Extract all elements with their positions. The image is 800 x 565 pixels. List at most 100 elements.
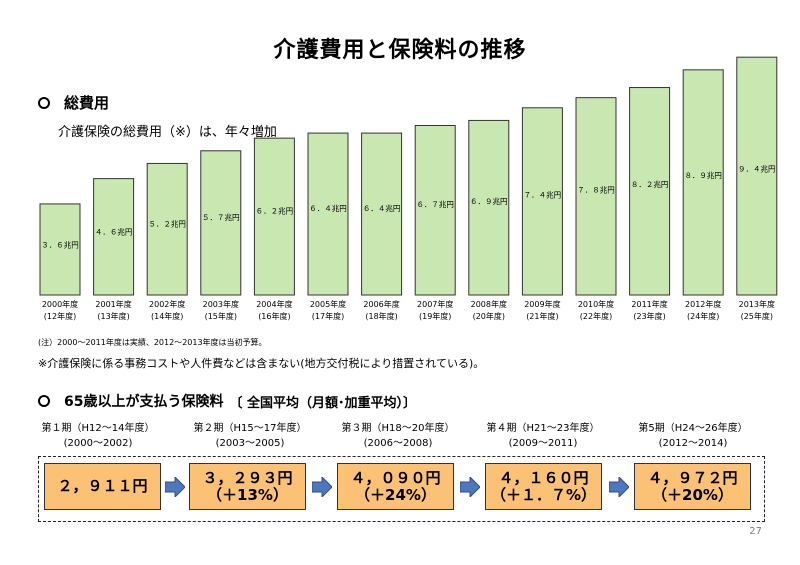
premium-box-3: ４，０９０円 （＋24%） [337, 463, 454, 510]
x-tick-label: 2010年度 [578, 299, 614, 309]
period-label-2: 第２期（H15～17年度） (2003～2005) [185, 421, 315, 451]
bar-value-label: ６．９兆円 [470, 196, 508, 206]
arrow-right-icon [312, 477, 332, 497]
premium-amount: ４，９７２円 [647, 468, 738, 487]
x-tick-label: 2004年度 [256, 299, 292, 309]
bar-2004年度 [253, 137, 295, 296]
x-tick-sublabel: (18年度) [365, 311, 397, 321]
bar-value-label: ６．２兆円 [256, 205, 294, 215]
circle-bullet-icon [38, 395, 50, 407]
premium-box-5: ４，９７２円 （＋20%） [634, 463, 751, 510]
x-tick-label: 2006年度 [363, 299, 399, 309]
chart-note-asterisk: ※介護保険に係る事務コストや人件費などは含まない(地方交付税により措置されている… [38, 357, 485, 370]
x-tick-sublabel: (22年度) [580, 311, 612, 321]
premium-amount: ３，２９３円 [202, 468, 293, 487]
x-tick-sublabel: (21年度) [526, 311, 558, 321]
period-label-3: 第３期（H18～20年度） (2006～2008) [333, 421, 463, 451]
bar-value-label: ７．８兆円 [577, 184, 615, 194]
period-name: 第４期（H21～23年度） [486, 423, 600, 434]
section1-subtitle: 介護保険の総費用（※）は、年々増加 [58, 125, 277, 140]
section2-heading-sub: 〔 全国平均（月額･加重平均）〕 [229, 395, 417, 411]
page-number: 27 [749, 526, 762, 537]
x-tick-label: 2005年度 [310, 299, 346, 309]
bar-value-label: ５．２兆円 [148, 219, 186, 229]
bar-2008年度 [468, 119, 510, 296]
premium-amount: ４，０９０円 [350, 468, 441, 487]
x-tick-label: 2003年度 [203, 299, 239, 309]
circle-bullet-icon [38, 96, 50, 109]
section1-heading: 総費用 [38, 92, 109, 113]
x-tick-sublabel: (24年度) [687, 311, 719, 321]
premium-change: （＋20%） [652, 485, 733, 504]
x-tick-sublabel: (25年度) [741, 311, 773, 321]
bar-value-label: ７．４兆円 [524, 190, 562, 200]
section2-heading-text: 65歳以上が支払う保険料 [64, 394, 224, 410]
x-tick-sublabel: (12年度) [44, 311, 76, 321]
arrow-right-icon [460, 477, 480, 497]
bar-2007年度 [414, 124, 456, 296]
x-tick-sublabel: (23年度) [633, 311, 665, 321]
x-tick-label: 2000年度 [42, 299, 78, 309]
period-name: 第１期（H12～14年度） [41, 423, 155, 434]
period-years: (2003～2005) [215, 438, 285, 449]
bar-value-label: ４．６兆円 [95, 226, 133, 236]
x-tick-label: 2002年度 [149, 299, 185, 309]
section1-heading-text: 総費用 [64, 94, 110, 112]
x-tick-label: 2012年度 [685, 299, 721, 309]
period-years: (2006～2008) [363, 438, 433, 449]
bar-value-label: ８．９兆円 [684, 170, 722, 180]
period-name: 第３期（H18～20年度） [341, 423, 455, 434]
period-label-5: 第5期（H24～26年度） (2012～2014) [628, 421, 758, 451]
x-tick-sublabel: (13年度) [97, 311, 129, 321]
bar-value-label: ８．２兆円 [631, 179, 669, 189]
x-tick-sublabel: (15年度) [205, 311, 237, 321]
x-tick-sublabel: (16年度) [258, 311, 290, 321]
arrow-right-icon [165, 477, 185, 497]
bar-2011年度 [629, 87, 671, 296]
x-tick-label: 2001年度 [95, 299, 131, 309]
bar-value-label: ６．７兆円 [416, 199, 454, 209]
period-years: (2009～2011) [508, 438, 578, 449]
premium-change: （＋24%） [355, 485, 436, 504]
premium-change: （＋１．７%） [490, 485, 597, 504]
x-tick-sublabel: (20年度) [473, 311, 505, 321]
bar-2001年度 [93, 178, 135, 296]
bar-2013年度 [736, 56, 778, 296]
period-name: 第２期（H15～17年度） [193, 423, 307, 434]
x-tick-label: 2009年度 [524, 299, 560, 309]
page-title: 介護費用と保険料の推移 [273, 38, 527, 63]
bar-value-label: ５．７兆円 [202, 212, 240, 222]
x-tick-label: 2007年度 [417, 299, 453, 309]
bar-value-label: ６．４兆円 [363, 203, 401, 213]
period-years: (2012～2014) [658, 438, 728, 449]
premium-box-4: ４，１６０円 （＋１．７%） [485, 463, 602, 510]
bar-2003年度 [200, 150, 242, 296]
bar-value-label: ９．４兆円 [738, 163, 776, 173]
bar-2012年度 [682, 69, 724, 296]
bar-value-label: ６．４兆円 [309, 203, 347, 213]
period-label-1: 第１期（H12～14年度） (2000～2002) [38, 421, 158, 451]
bar-2010年度 [575, 97, 617, 296]
x-tick-label: 2011年度 [631, 299, 667, 309]
bar-2000年度 [39, 203, 81, 296]
x-tick-sublabel: (17年度) [312, 311, 344, 321]
bar-2002年度 [146, 162, 188, 296]
section2-heading: 65歳以上が支払う保険料 〔 全国平均（月額･加重平均）〕 [38, 391, 416, 411]
bar-2005年度 [307, 132, 349, 296]
premium-box-1: ２，９１１円 [44, 463, 161, 510]
premium-amount: ２，９１１円 [57, 477, 148, 495]
premium-amount: ４，１６０円 [498, 468, 589, 487]
bar-value-label: ３．６兆円 [41, 240, 79, 250]
period-name: 第5期（H24～26年度） [638, 423, 748, 434]
x-tick-sublabel: (14年度) [151, 311, 183, 321]
premium-box-2: ３，２９３円 （＋13%） [189, 463, 306, 510]
bar-2006年度 [361, 132, 403, 296]
premium-change: （＋13%） [207, 485, 288, 504]
premium-container [38, 456, 765, 522]
period-years: (2000～2002) [63, 438, 133, 449]
x-tick-sublabel: (19年度) [419, 311, 451, 321]
arrow-right-icon [609, 477, 629, 497]
x-tick-label: 2013年度 [739, 299, 775, 309]
bar-2009年度 [521, 107, 563, 296]
chart-note: (注）2000～2011年度は実績、2012～2013年度は当初予算。 [38, 338, 267, 347]
